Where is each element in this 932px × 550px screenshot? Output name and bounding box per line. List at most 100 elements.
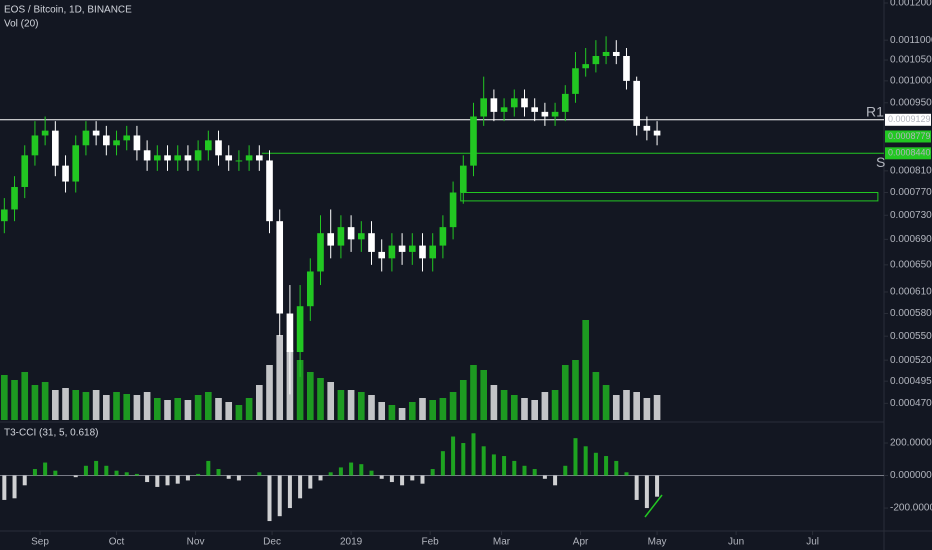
indicator-bar xyxy=(573,438,578,476)
indicator-bar xyxy=(553,475,558,486)
indicator-bar xyxy=(440,451,445,476)
volume-bar xyxy=(470,365,477,420)
indicator-bar xyxy=(379,475,384,479)
volume-bar xyxy=(52,390,59,420)
candle-body xyxy=(419,245,426,259)
indicator-bar xyxy=(206,460,211,476)
candle-body xyxy=(164,155,171,161)
indicator-bar xyxy=(22,475,27,486)
indicator-y-tick-label: 200.0000000 xyxy=(890,438,932,449)
indicator-bar xyxy=(655,475,660,497)
volume-bar xyxy=(11,380,18,420)
volume-bar xyxy=(602,385,610,420)
level-price-tag: 0.0009129 xyxy=(888,114,931,124)
last-price-tag-box xyxy=(885,130,931,143)
volume-bar xyxy=(510,395,518,420)
volume-bar xyxy=(337,390,345,420)
indicator-bar xyxy=(83,465,88,476)
x-tick-label: Sep xyxy=(31,537,49,548)
candle-body xyxy=(133,135,141,151)
indicator-bar xyxy=(318,475,323,481)
candle-body xyxy=(500,107,508,112)
indicator-bar xyxy=(124,472,129,476)
indicator-bar xyxy=(43,462,48,476)
candle-body xyxy=(602,51,610,56)
volume-bar xyxy=(643,398,651,420)
volume-bar xyxy=(215,398,222,420)
x-tick-label: Nov xyxy=(187,537,205,548)
candle-body xyxy=(470,116,477,166)
indicator-bar xyxy=(481,446,486,476)
candle-body xyxy=(572,68,579,94)
volume-bar xyxy=(398,408,406,420)
indicator-bar xyxy=(298,475,303,499)
indicator-y-tick-label: -200.0000000 xyxy=(890,503,932,514)
level-price-tag-box xyxy=(885,147,931,160)
candle-body xyxy=(357,233,365,240)
candle-body xyxy=(623,55,630,81)
volume-bar xyxy=(378,402,386,420)
x-tick-label: Dec xyxy=(263,537,281,548)
indicator-bar xyxy=(624,472,629,476)
volume-bar xyxy=(235,405,243,420)
x-tick-label: Feb xyxy=(422,537,440,548)
indicator-bar xyxy=(226,475,231,479)
candle-body xyxy=(317,233,324,272)
indicator-bar xyxy=(155,475,160,487)
volume-bar xyxy=(205,392,212,420)
indicator-bar xyxy=(53,470,58,476)
volume-bar xyxy=(623,390,630,420)
indicator-bar xyxy=(308,475,313,489)
volume-bar xyxy=(82,392,90,420)
volume-bar xyxy=(500,390,508,420)
candle-body xyxy=(388,245,396,259)
indicator-bar xyxy=(583,446,588,476)
indicator-bar xyxy=(410,475,415,481)
volume-bar xyxy=(194,395,202,420)
candle-body xyxy=(1,209,8,222)
volume-bar xyxy=(296,360,304,420)
indicator-bar xyxy=(451,436,456,476)
chart-title: EOS / Bitcoin, 1D, BINANCE xyxy=(4,5,132,16)
indicator-bar xyxy=(502,456,507,476)
candle-body xyxy=(337,227,345,246)
volume-bar xyxy=(653,395,661,420)
indicator-bar xyxy=(634,475,639,500)
candle-body xyxy=(52,130,59,166)
volume-bar xyxy=(317,378,324,420)
candle-body xyxy=(378,251,386,259)
candle-body xyxy=(653,130,661,136)
volume-bar xyxy=(368,395,375,420)
candle-body xyxy=(429,245,437,259)
volume-bar xyxy=(347,390,355,420)
volume-bar xyxy=(276,335,284,420)
indicator-bar xyxy=(400,475,405,486)
last-price-tag: 0.0008779 xyxy=(888,131,931,141)
candle-body xyxy=(215,140,222,156)
indicator-bar xyxy=(349,462,354,476)
volume-bar xyxy=(31,385,39,420)
indicator-bar xyxy=(338,467,343,476)
trend-line xyxy=(644,494,663,518)
candle-body xyxy=(225,155,233,161)
indicator-bar xyxy=(287,475,292,509)
x-tick-label: Oct xyxy=(109,537,125,548)
candle-body xyxy=(531,107,538,112)
candle-body xyxy=(255,155,263,161)
volume-bar xyxy=(92,390,100,420)
volume-bar xyxy=(245,398,253,420)
level-price-tag: 0.0008440 xyxy=(888,148,931,158)
indicator-bar xyxy=(604,456,609,476)
indicator-bar xyxy=(593,452,598,476)
indicator-bar xyxy=(12,475,17,499)
candle-body xyxy=(82,130,90,146)
volume-bar xyxy=(612,395,620,420)
candle-body xyxy=(459,165,467,193)
indicator-bar xyxy=(2,475,7,500)
